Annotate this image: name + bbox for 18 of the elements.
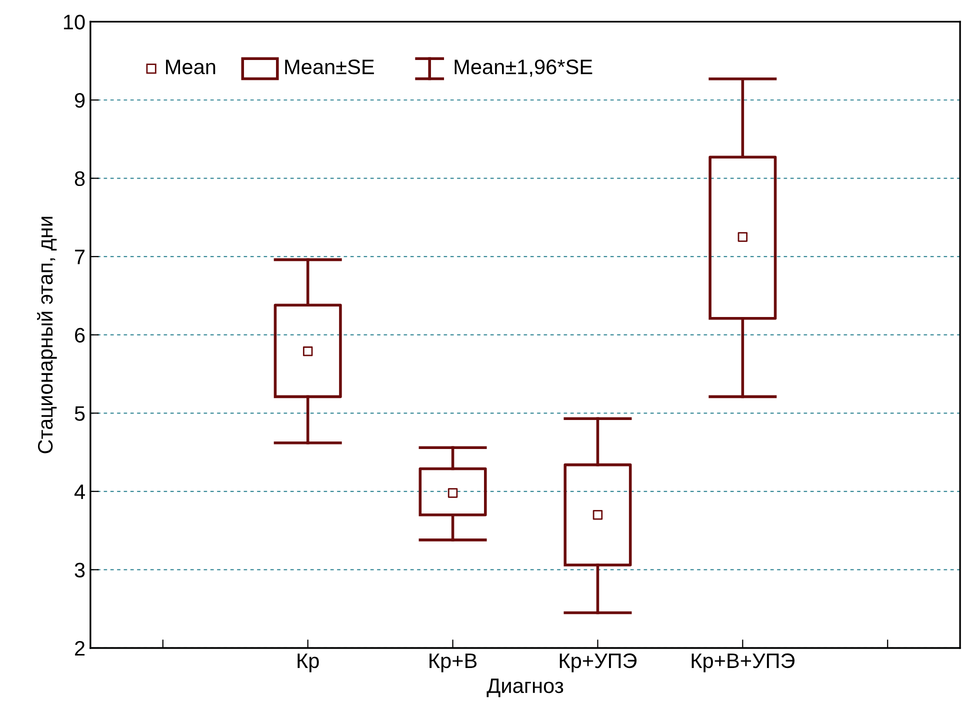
x-tick-label: Кр+В [430, 654, 477, 672]
y-tick-label: 10 [64, 14, 85, 30]
annotation: Mean±SE [285, 60, 374, 74]
x-axis-title: Диагноз [486, 678, 564, 698]
annotation: Mean [166, 60, 216, 74]
y-tick-label: 3 [74, 562, 85, 578]
y-tick-label: 9 [74, 93, 85, 108]
y-tick-label: 6 [75, 328, 85, 343]
x-tick-label: Кр [298, 654, 319, 672]
y-tick-label: 2 [75, 640, 85, 656]
y-axis-title: Стационарный этап, дни [37, 216, 57, 454]
x-tick-label: Кр+В+УПЭ [692, 653, 795, 672]
y-tick-label: 4 [74, 484, 85, 499]
annotation: Mean±1,96*SE [454, 60, 592, 77]
y-tick-label: 5 [74, 406, 85, 421]
y-tick-label: 7 [75, 250, 85, 264]
y-tick-label: 8 [74, 171, 85, 186]
x-tick-label: Кр+УПЭ [560, 653, 637, 672]
